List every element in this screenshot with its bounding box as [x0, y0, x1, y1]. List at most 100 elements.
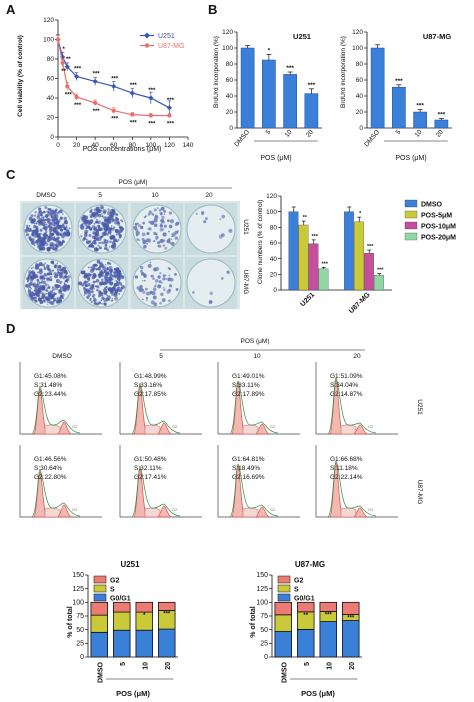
panel-d-col-10: 10 [253, 353, 261, 360]
panel-c-colony [86, 276, 91, 281]
panel-a-significance-u87: ** [61, 69, 66, 75]
stack-u87-stack-segment [319, 621, 337, 658]
panel-c-colony [90, 242, 94, 246]
panel-c-colony [89, 210, 93, 214]
panel-c-colony [104, 280, 108, 285]
panel-c-colony [31, 267, 33, 269]
panel-c-colony [31, 232, 34, 235]
panel-c-colony [85, 280, 89, 284]
stack-xlabel-right: POS (μM) [301, 689, 335, 698]
panel-b-u87-bar [392, 86, 406, 129]
panel-c-colony [38, 290, 41, 293]
panel-c-colony [168, 274, 171, 277]
panel-c-colony [54, 214, 57, 217]
panel-d-phase-percent: G1:51.09% [330, 373, 363, 380]
panel-c-colony [144, 279, 146, 282]
panel-c-colony [162, 244, 166, 247]
panel-c-colony [50, 260, 54, 264]
panel-c-colony [61, 272, 63, 274]
panel-c-significance: ** [303, 215, 308, 221]
panel-b-title-u87: U87-MG [423, 32, 452, 41]
panel-c-colony [105, 286, 108, 288]
panel-c-colony [27, 288, 30, 290]
panel-c-colony [46, 227, 49, 229]
panel-c-colony [59, 286, 64, 290]
panel-d-phase-percent: G2:17.85% [134, 391, 167, 398]
panel-c-pos-header: POS (μM) [118, 179, 147, 186]
panel-c-colony [51, 209, 55, 213]
panel-c-colony [134, 228, 139, 232]
panel-b-u251-bar [262, 59, 276, 129]
panel-c-colony [167, 230, 170, 233]
panel-c-colony [101, 221, 105, 226]
panel-c-colony [158, 280, 162, 284]
stack-u251-stack-segment [90, 601, 108, 616]
panel-a-y-tick-label: 60 [47, 76, 55, 83]
panel-c-colony [78, 281, 83, 286]
panel-c-y-tick-label: 0 [273, 287, 277, 294]
panel-c-colony [97, 209, 102, 214]
stack-u87-x-tick-label: 20 [349, 662, 356, 670]
panel-c-colony [59, 216, 63, 220]
panel-c-colony [157, 284, 162, 289]
panel-c-colony [90, 266, 93, 269]
panel-c-colony [167, 277, 172, 282]
panel-c-colony [153, 223, 158, 228]
panel-c-colony [90, 300, 93, 304]
panel-a-significance-u87: *** [130, 121, 138, 127]
panel-a-y-tick-label: 40 [47, 95, 55, 102]
panel-c-colony [149, 261, 152, 264]
panel-c-colony [91, 244, 95, 248]
panel-c-colony [93, 241, 97, 245]
panel-c-colony [56, 297, 59, 300]
panel-c-colony [51, 232, 55, 236]
panel-c-colony [63, 288, 67, 292]
panel-a-y-tick-label: 100 [43, 37, 54, 44]
panel-b-u251-y-tick-label: 100 [222, 45, 233, 52]
panel-c-colony [152, 277, 155, 281]
panel-c-colony [174, 273, 177, 276]
panel-c-colony [99, 270, 103, 274]
panel-c-y-tick-label: 60 [270, 240, 278, 247]
panel-c-colony [142, 290, 146, 294]
panel-c-colony [91, 212, 96, 217]
panel-c-colony [101, 303, 103, 305]
panel-c-bar [354, 221, 364, 291]
panel-c-colony [221, 277, 224, 280]
panel-c-colony [54, 292, 57, 295]
panel-d-phase-percent: S:31.48% [34, 382, 62, 389]
panel-c-colony [38, 298, 42, 301]
panel-c-colony [90, 215, 93, 219]
panel-c-colony [87, 272, 91, 276]
stack-u251-legend-swatch [93, 584, 107, 593]
panel-c-bar [298, 224, 309, 291]
panel-c-colony [61, 234, 65, 239]
panel-c-colony [53, 275, 56, 278]
panel-b-u87-bar [413, 111, 427, 129]
panel-b-title-u251: U251 [293, 32, 311, 41]
panel-c-colony [62, 233, 64, 235]
panel-c-colony [116, 221, 120, 225]
panel-c-colony [82, 238, 85, 242]
panel-a-x-tick-label: 40 [92, 142, 100, 149]
panel-c-colony [171, 233, 173, 236]
stack-u251-significance: * [143, 613, 146, 619]
panel-c-colony [57, 236, 60, 240]
panel-c-colony [37, 215, 39, 217]
panel-c-colony [49, 212, 54, 216]
panel-c-colony [102, 235, 104, 238]
panel-a-point-u87 [65, 84, 70, 89]
panel-a-point-u251 [166, 105, 173, 111]
panel-c-colony [105, 223, 110, 227]
panel-c-colony [43, 224, 46, 227]
panel-d-phase-percent: G2:17.89% [232, 391, 265, 398]
panel-c-bar [308, 243, 319, 291]
panel-c-colony [57, 271, 60, 274]
panel-c-colony [38, 207, 42, 211]
stack-u251-y-tick-label: 150 [72, 572, 84, 579]
panel-c-colony [59, 233, 62, 236]
panel-c-colony [36, 220, 39, 223]
panel-c-colony [176, 230, 179, 233]
panel-c-colony [147, 212, 151, 216]
panel-c-colony [89, 286, 94, 290]
